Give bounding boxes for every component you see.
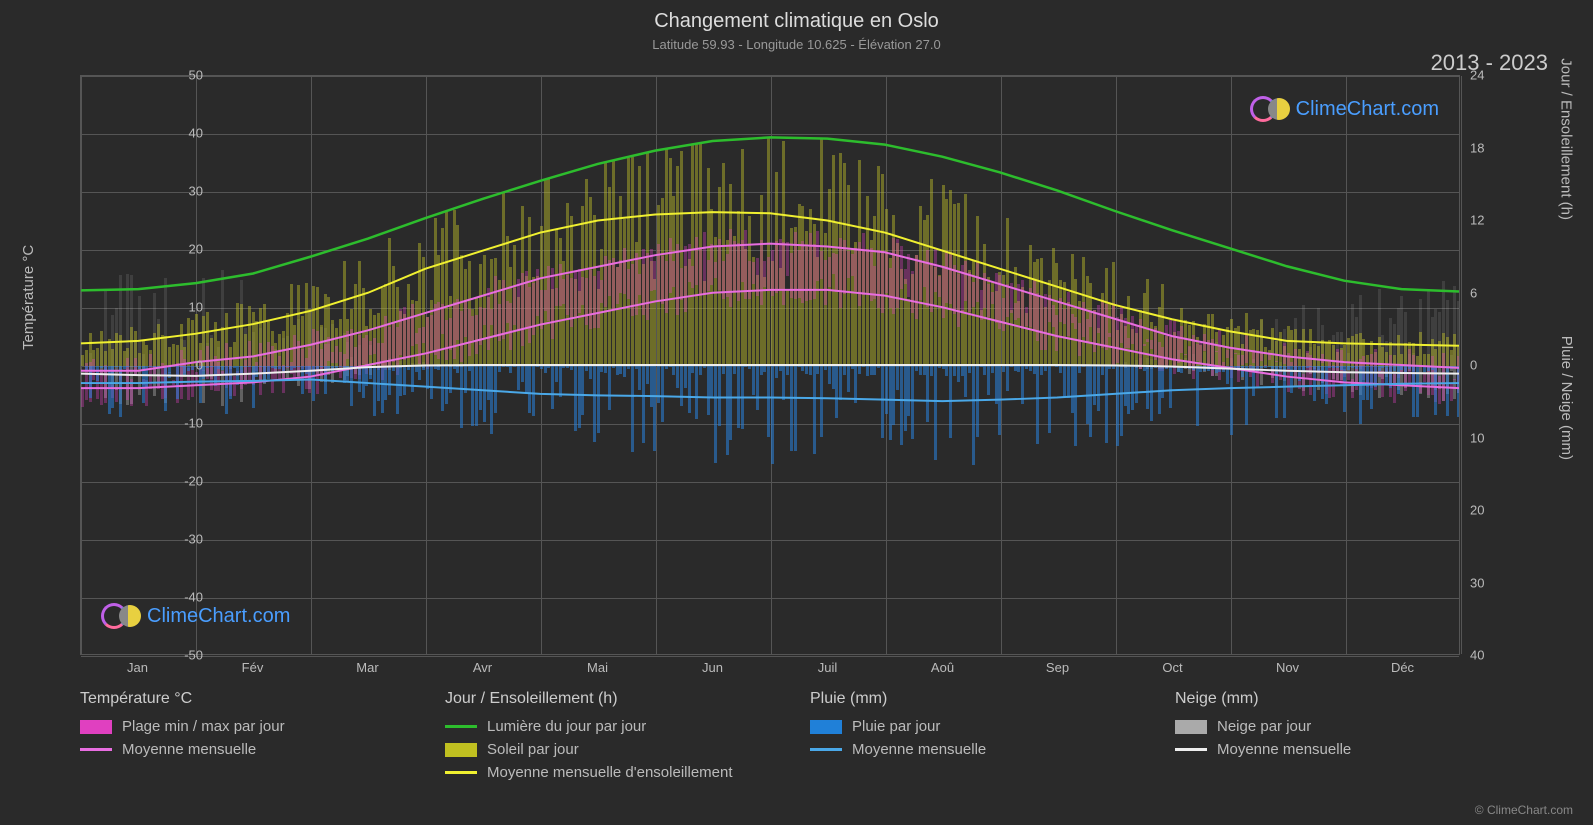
legend-item: Moyenne mensuelle <box>80 741 405 758</box>
tick-left: -20 <box>163 474 203 489</box>
copyright: © ClimeChart.com <box>1475 803 1573 817</box>
tick-left: -50 <box>163 648 203 663</box>
tick-bottom: Mar <box>356 660 378 675</box>
year-range: 2013 - 2023 <box>1431 50 1548 76</box>
tick-bottom: Déc <box>1391 660 1414 675</box>
tick-right: 6 <box>1470 285 1477 300</box>
legend-label: Moyenne mensuelle d'ensoleillement <box>487 764 733 781</box>
legend-swatch <box>80 748 112 751</box>
legend-col-rain: Pluie (mm) Pluie par jour Moyenne mensuel… <box>810 690 1135 787</box>
tick-right: 10 <box>1470 430 1484 445</box>
right-axis-bot-label: Pluie / Neige (mm) <box>1558 336 1575 460</box>
legend-col-snow: Neige (mm) Neige par jour Moyenne mensuel… <box>1175 690 1500 787</box>
legend-item: Neige par jour <box>1175 718 1500 735</box>
tick-left: -10 <box>163 416 203 431</box>
legend-label: Plage min / max par jour <box>122 718 285 735</box>
tick-left: -30 <box>163 532 203 547</box>
tick-right: 20 <box>1470 503 1484 518</box>
chart-subtitle: Latitude 59.93 - Longitude 10.625 - Élév… <box>0 33 1593 52</box>
legend-col-temp: Température °C Plage min / max par jour M… <box>80 690 405 787</box>
watermark-bottom: ClimeChart.com <box>101 603 290 629</box>
legend-swatch <box>80 720 112 734</box>
watermark-text: ClimeChart.com <box>1296 98 1439 121</box>
tick-bottom: Jun <box>702 660 723 675</box>
chart-plot-area: ClimeChart.com ClimeChart.com <box>80 75 1460 655</box>
watermark-text: ClimeChart.com <box>147 605 290 628</box>
tick-bottom: Juil <box>818 660 838 675</box>
legend: Température °C Plage min / max par jour M… <box>80 690 1500 787</box>
climechart-logo-sun-icon <box>119 605 141 627</box>
legend-label: Moyenne mensuelle <box>852 741 986 758</box>
legend-swatch <box>1175 748 1207 751</box>
tick-bottom: Mai <box>587 660 608 675</box>
legend-item: Moyenne mensuelle <box>810 741 1135 758</box>
legend-header: Jour / Ensoleillement (h) <box>445 690 770 708</box>
legend-swatch <box>445 743 477 757</box>
tick-right: 0 <box>1470 358 1477 373</box>
legend-header: Température °C <box>80 690 405 708</box>
legend-label: Lumière du jour par jour <box>487 718 646 735</box>
legend-label: Pluie par jour <box>852 718 940 735</box>
tick-bottom: Oct <box>1162 660 1182 675</box>
tick-right: 30 <box>1470 575 1484 590</box>
tick-left: -40 <box>163 590 203 605</box>
legend-item: Pluie par jour <box>810 718 1135 735</box>
legend-item: Moyenne mensuelle <box>1175 741 1500 758</box>
legend-item: Plage min / max par jour <box>80 718 405 735</box>
legend-swatch <box>445 725 477 728</box>
legend-header: Pluie (mm) <box>810 690 1135 708</box>
legend-header: Neige (mm) <box>1175 690 1500 708</box>
legend-swatch <box>1175 720 1207 734</box>
tick-right: 24 <box>1470 68 1484 83</box>
tick-right: 18 <box>1470 140 1484 155</box>
tick-left: 50 <box>163 68 203 83</box>
legend-label: Soleil par jour <box>487 741 579 758</box>
legend-swatch <box>810 748 842 751</box>
climechart-logo-sun-icon <box>1268 98 1290 120</box>
legend-swatch <box>445 771 477 774</box>
left-axis-label: Température °C <box>20 245 37 350</box>
tick-bottom: Aoû <box>931 660 954 675</box>
tick-right: 40 <box>1470 648 1484 663</box>
tick-bottom: Sep <box>1046 660 1069 675</box>
legend-item: Moyenne mensuelle d'ensoleillement <box>445 764 770 781</box>
legend-label: Neige par jour <box>1217 718 1311 735</box>
tick-bottom: Avr <box>473 660 492 675</box>
right-axis-top-label: Jour / Ensoleillement (h) <box>1558 58 1575 220</box>
legend-item: Soleil par jour <box>445 741 770 758</box>
tick-left: 40 <box>163 126 203 141</box>
tick-left: 30 <box>163 184 203 199</box>
tick-bottom: Jan <box>127 660 148 675</box>
legend-swatch <box>810 720 842 734</box>
watermark-top: ClimeChart.com <box>1250 96 1439 122</box>
chart-title: Changement climatique en Oslo <box>0 0 1593 33</box>
legend-label: Moyenne mensuelle <box>1217 741 1351 758</box>
tick-right: 12 <box>1470 213 1484 228</box>
tick-bottom: Nov <box>1276 660 1299 675</box>
tick-left: 10 <box>163 300 203 315</box>
tick-left: 20 <box>163 242 203 257</box>
legend-col-day: Jour / Ensoleillement (h) Lumière du jou… <box>445 690 770 787</box>
tick-bottom: Fév <box>242 660 264 675</box>
daily-bars-layer <box>81 76 1459 654</box>
legend-item: Lumière du jour par jour <box>445 718 770 735</box>
tick-left: 0 <box>163 358 203 373</box>
legend-label: Moyenne mensuelle <box>122 741 256 758</box>
